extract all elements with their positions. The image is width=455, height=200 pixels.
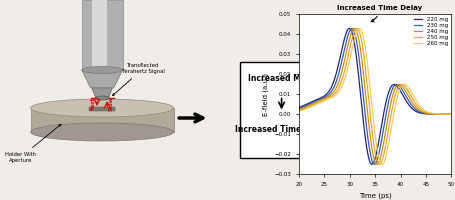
230 mg <box>334 75 340 78</box>
Ellipse shape <box>81 66 122 73</box>
240 mg <box>398 84 403 86</box>
260 mg <box>364 68 370 70</box>
260 mg <box>334 92 340 94</box>
Text: Increased Mass: Increased Mass <box>248 74 314 83</box>
240 mg <box>334 83 340 85</box>
260 mg <box>356 27 361 30</box>
230 mg <box>371 163 376 165</box>
Ellipse shape <box>95 96 109 100</box>
250 mg <box>410 100 416 103</box>
260 mg <box>386 139 391 141</box>
260 mg <box>410 96 416 98</box>
240 mg <box>351 27 356 30</box>
250 mg <box>448 113 453 115</box>
230 mg <box>386 98 391 100</box>
260 mg <box>398 86 403 88</box>
260 mg <box>322 99 328 101</box>
Ellipse shape <box>30 99 173 117</box>
230 mg <box>398 87 403 89</box>
Line: 260 mg: 260 mg <box>298 28 450 164</box>
220 mg <box>346 27 351 30</box>
220 mg <box>448 113 453 115</box>
230 mg <box>410 107 416 109</box>
230 mg <box>448 113 453 115</box>
260 mg <box>295 110 301 112</box>
230 mg <box>348 27 354 30</box>
Bar <box>239 62 323 158</box>
260 mg <box>379 163 384 165</box>
Text: Holder With
Aperture: Holder With Aperture <box>5 124 61 163</box>
240 mg <box>386 110 391 112</box>
220 mg <box>295 107 301 109</box>
220 mg <box>322 94 328 96</box>
Y-axis label: E-field (a.u.): E-field (a.u.) <box>262 72 268 116</box>
250 mg <box>376 163 381 165</box>
250 mg <box>322 98 328 100</box>
X-axis label: Time (ps): Time (ps) <box>358 192 390 199</box>
220 mg <box>386 89 391 92</box>
Polygon shape <box>92 88 112 98</box>
240 mg <box>410 104 416 106</box>
230 mg <box>364 138 370 140</box>
250 mg <box>295 109 301 112</box>
Text: Fast: Fast <box>91 97 96 110</box>
Line: 240 mg: 240 mg <box>298 28 450 164</box>
Polygon shape <box>81 70 122 88</box>
Line: 250 mg: 250 mg <box>298 28 450 164</box>
250 mg <box>398 83 403 86</box>
Ellipse shape <box>30 123 173 141</box>
240 mg <box>295 109 301 111</box>
220 mg <box>334 66 340 68</box>
220 mg <box>398 91 403 93</box>
220 mg <box>364 154 370 156</box>
240 mg <box>364 116 370 119</box>
Text: Transflected
Terahertz Signal: Transflected Terahertz Signal <box>112 63 164 96</box>
240 mg <box>322 97 328 99</box>
250 mg <box>364 92 370 94</box>
Bar <box>89 107 115 111</box>
260 mg <box>448 113 453 115</box>
240 mg <box>448 113 453 115</box>
250 mg <box>386 124 391 127</box>
250 mg <box>334 88 340 90</box>
Polygon shape <box>81 0 122 70</box>
240 mg <box>374 163 379 165</box>
Legend: 220 mg, 230 mg, 240 mg, 250 mg, 260 mg: 220 mg, 230 mg, 240 mg, 250 mg, 260 mg <box>411 15 450 48</box>
Text: Increased Time Delay: Increased Time Delay <box>336 5 421 22</box>
250 mg <box>354 27 359 30</box>
230 mg <box>295 108 301 110</box>
Line: 220 mg: 220 mg <box>298 28 450 164</box>
Line: 230 mg: 230 mg <box>298 28 450 164</box>
Polygon shape <box>30 108 173 132</box>
220 mg <box>369 163 374 165</box>
Text: Increased Time Delay: Increased Time Delay <box>234 125 328 134</box>
Text: Slow: Slow <box>108 96 113 111</box>
220 mg <box>410 109 416 111</box>
230 mg <box>322 95 328 98</box>
Polygon shape <box>92 0 107 70</box>
